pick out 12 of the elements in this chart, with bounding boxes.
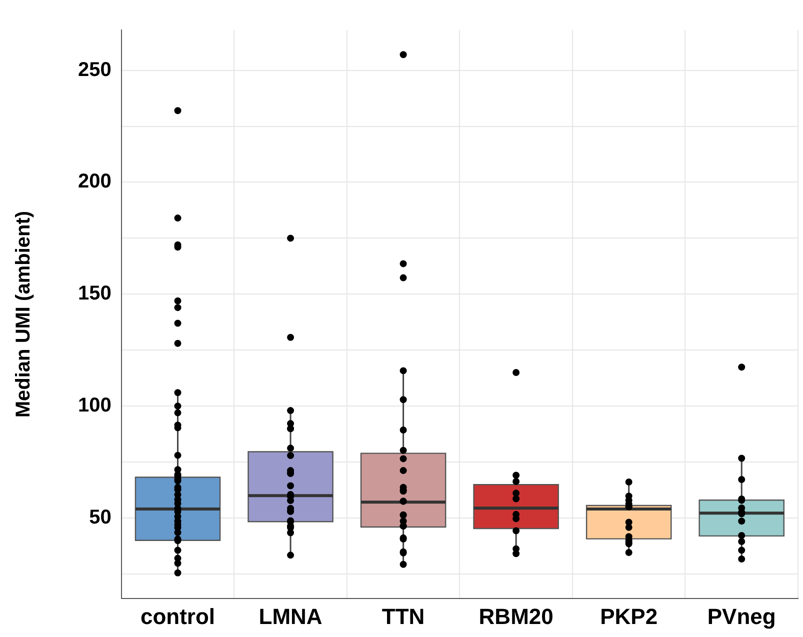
y-tick-label: 50 (89, 506, 112, 529)
x-tick-label: LMNA (258, 604, 322, 629)
y-axis-title: Median UMI (ambient) (12, 210, 35, 418)
y-tick-label: 100 (78, 394, 112, 417)
x-tick-label: TTN (382, 604, 425, 629)
y-tick-label: 200 (78, 170, 112, 193)
x-tick-label: control (140, 604, 216, 629)
x-tick-label: RBM20 (478, 604, 554, 629)
x-tick-label: PVneg (707, 604, 776, 629)
y-tick-label: 250 (78, 58, 112, 81)
y-tick-label: 150 (78, 282, 112, 305)
x-tick-label: PKP2 (600, 604, 658, 629)
